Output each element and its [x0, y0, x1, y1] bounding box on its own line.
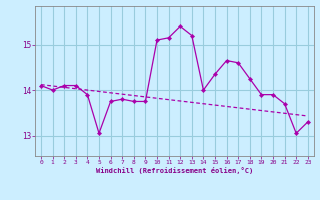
X-axis label: Windchill (Refroidissement éolien,°C): Windchill (Refroidissement éolien,°C)	[96, 167, 253, 174]
